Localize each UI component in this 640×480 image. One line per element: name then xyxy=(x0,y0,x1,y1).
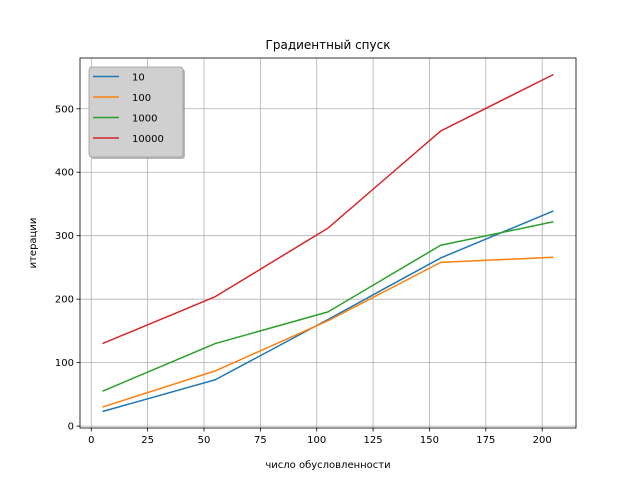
legend: 10 100 1000 10000 xyxy=(88,66,185,159)
series-lines xyxy=(102,73,554,413)
y-tick-label: 500 xyxy=(55,104,74,115)
y-tick-label: 100 xyxy=(55,358,74,369)
y-tick-label: 300 xyxy=(55,231,74,242)
x-tick-label: 50 xyxy=(198,435,211,446)
x-tick-label: 200 xyxy=(533,435,552,446)
x-axis-label: число обусловленности xyxy=(265,460,390,471)
y-tick-label: 0 xyxy=(68,422,74,433)
legend-label: 10 xyxy=(132,73,145,84)
x-tick-label: 75 xyxy=(254,435,267,446)
y-axis-label: итерации xyxy=(28,218,39,269)
y-tick-label: 200 xyxy=(55,295,74,306)
ticks: 0 25 50 75 100 125 150 175 200 0 100 200 300 400 500 xyxy=(55,104,552,446)
x-tick-label: 25 xyxy=(141,435,154,446)
series-line-10000 xyxy=(102,73,554,345)
axes-frame xyxy=(79,57,577,429)
grid xyxy=(80,58,576,428)
legend-label: 10000 xyxy=(132,134,164,145)
series-line-10 xyxy=(102,210,554,413)
x-tick-label: 0 xyxy=(88,435,94,446)
x-tick-label: 175 xyxy=(476,435,495,446)
chart-title: Градиентный спуск xyxy=(266,38,391,52)
series-line-100 xyxy=(102,256,554,408)
legend-label: 1000 xyxy=(132,114,157,125)
x-tick-label: 150 xyxy=(420,435,439,446)
x-tick-label: 125 xyxy=(364,435,383,446)
x-tick-label: 100 xyxy=(307,435,326,446)
y-tick-label: 400 xyxy=(55,168,74,179)
series-line-1000 xyxy=(102,221,554,392)
legend-box xyxy=(88,66,184,158)
legend-label: 100 xyxy=(132,93,151,104)
